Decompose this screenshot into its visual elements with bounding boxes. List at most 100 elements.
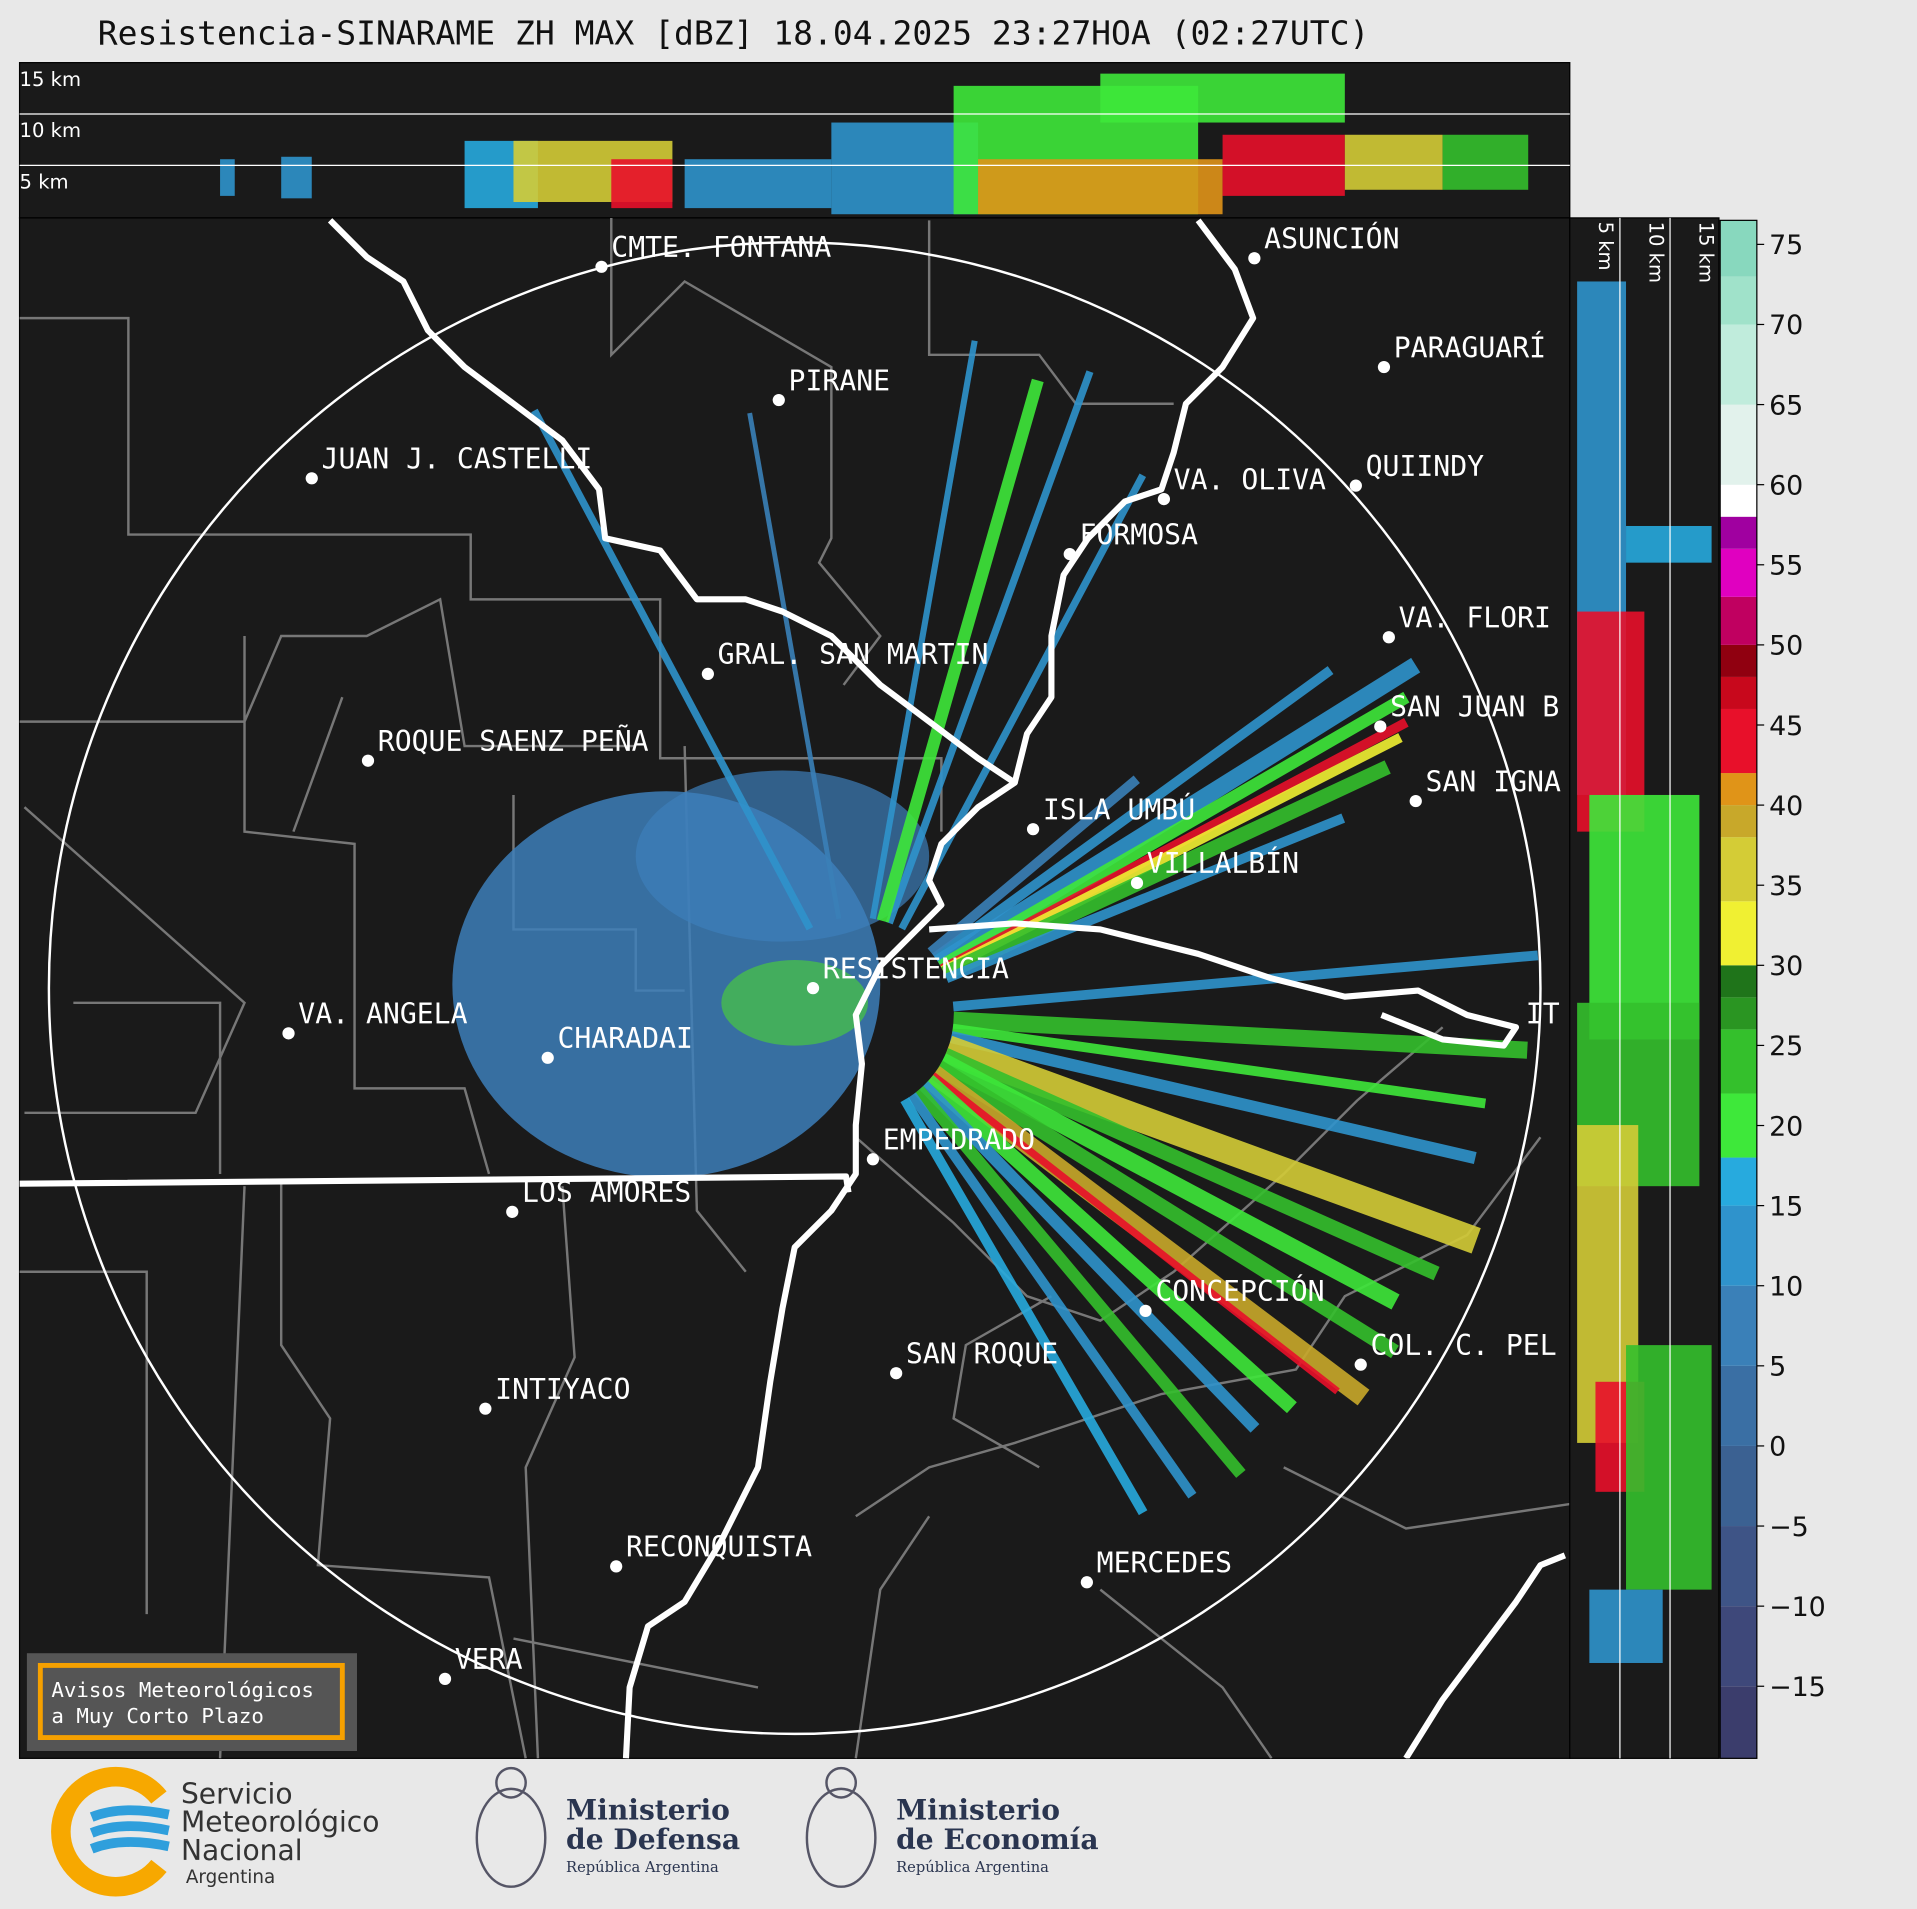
city-dot bbox=[506, 1205, 519, 1218]
colorbar-tick-label: −5 bbox=[1769, 1512, 1809, 1543]
city-label: VERA bbox=[455, 1643, 523, 1676]
city-label: SAN JUAN B bbox=[1390, 691, 1559, 724]
height-label: 10 km bbox=[20, 119, 81, 142]
logo-text: Meteorológico bbox=[181, 1806, 380, 1839]
colorbar-band bbox=[1720, 404, 1757, 485]
colorbar-tick-label: 15 bbox=[1769, 1191, 1803, 1222]
title: Resistencia-SINARAME ZH MAX [dBZ] 18.04.… bbox=[98, 13, 1370, 52]
colorbar-band bbox=[1720, 676, 1757, 709]
city-dot bbox=[1409, 794, 1422, 808]
side-echo bbox=[1626, 1345, 1712, 1590]
height-label: 10 km bbox=[1644, 222, 1667, 283]
smn-logo bbox=[51, 1766, 170, 1897]
colorbar-band bbox=[1720, 596, 1757, 645]
city-label: ISLA UMBÚ bbox=[1043, 792, 1195, 826]
echo-ray bbox=[869, 340, 978, 920]
height-label: 15 km bbox=[1694, 222, 1717, 283]
city-dot bbox=[282, 1027, 295, 1040]
city-label: SAN IGNA bbox=[1426, 765, 1561, 798]
echo-ray bbox=[952, 950, 1539, 1012]
echo-ray bbox=[747, 412, 842, 920]
colorbar-band bbox=[1720, 516, 1757, 549]
colorbar-tick-label: 25 bbox=[1769, 1031, 1803, 1062]
echo-ray bbox=[932, 666, 1334, 962]
colorbar-band bbox=[1720, 276, 1757, 325]
notice-text: Avisos Meteorológicos bbox=[51, 1678, 314, 1702]
height-label: 5 km bbox=[1594, 222, 1617, 271]
echo-ray bbox=[900, 1097, 1148, 1516]
echo-ray bbox=[898, 473, 1147, 931]
colorbar-band bbox=[1720, 484, 1757, 517]
city-label: QUIINDY bbox=[1366, 450, 1485, 483]
city-label: PIRANE bbox=[789, 364, 891, 397]
colorbar-frame bbox=[1719, 219, 1758, 1759]
colorbar-band bbox=[1720, 1365, 1757, 1446]
colorbar-band bbox=[1720, 997, 1757, 1030]
city-label: VA. FLORI bbox=[1399, 601, 1551, 634]
colorbar-band bbox=[1720, 1093, 1757, 1158]
echo-ray bbox=[938, 1053, 1400, 1310]
city-label: INTIYACO bbox=[495, 1373, 630, 1406]
city-label: COL. C. PEL bbox=[1371, 1329, 1557, 1362]
echo-ray bbox=[953, 1011, 1528, 1059]
city-label: VA. OLIVA bbox=[1174, 463, 1326, 496]
colorbar-band bbox=[1720, 1445, 1757, 1527]
echo-ray bbox=[942, 1048, 1440, 1281]
colorbar-band bbox=[1720, 1205, 1757, 1286]
colorbar-band bbox=[1720, 901, 1757, 966]
side-echo bbox=[1626, 525, 1712, 563]
echo-ray bbox=[907, 1092, 1197, 1499]
colorbar-tick-label: 30 bbox=[1769, 951, 1803, 982]
colorbar-band bbox=[1720, 965, 1757, 998]
logo-text: Ministerio bbox=[566, 1793, 730, 1826]
city-label: MERCEDES bbox=[1097, 1547, 1232, 1580]
top-echo bbox=[978, 159, 1223, 215]
city-dot bbox=[1157, 492, 1171, 506]
colorbar-tick-label: 5 bbox=[1769, 1352, 1786, 1383]
emblem bbox=[475, 1766, 877, 1888]
colorbar-band bbox=[1720, 773, 1757, 806]
echo-ray bbox=[944, 813, 1346, 983]
city-label: FORMOSA bbox=[1080, 518, 1199, 551]
city-dot bbox=[479, 1402, 492, 1415]
city-dot bbox=[1139, 1304, 1152, 1317]
city-dot bbox=[438, 1672, 452, 1685]
city-dot bbox=[701, 667, 714, 681]
echo-ray bbox=[934, 657, 1421, 971]
city-dot bbox=[610, 1560, 623, 1573]
echo-area bbox=[635, 770, 930, 942]
echo-ray bbox=[941, 760, 1391, 981]
top-echo bbox=[611, 159, 673, 209]
city-dot bbox=[1374, 720, 1387, 733]
colorbar-band bbox=[1720, 1686, 1757, 1759]
echo-ray bbox=[927, 775, 1140, 956]
logo-text: Argentina bbox=[186, 1867, 275, 1888]
echo-ray bbox=[951, 1023, 1487, 1109]
city-dot bbox=[866, 1153, 880, 1166]
colorbar-tick-label: 75 bbox=[1769, 230, 1803, 261]
city-dot bbox=[1080, 1576, 1093, 1589]
city-label: CONCEPCIÓN bbox=[1155, 1274, 1324, 1308]
colorbar-band bbox=[1720, 324, 1757, 405]
colorbar-tick-label: −10 bbox=[1769, 1592, 1826, 1623]
colorbar-band bbox=[1720, 805, 1757, 838]
logo-text: de Economía bbox=[896, 1823, 1098, 1856]
colorbar-band bbox=[1720, 708, 1757, 774]
colorbar-band bbox=[1720, 1157, 1757, 1206]
city-dot bbox=[1354, 1358, 1367, 1371]
city-dot bbox=[361, 754, 375, 767]
colorbar-tick-label: 0 bbox=[1769, 1432, 1786, 1463]
echo-ray bbox=[876, 378, 1044, 923]
logo-text: Nacional bbox=[181, 1834, 303, 1867]
colorbar-tick-label: 60 bbox=[1769, 470, 1803, 501]
notice-box bbox=[26, 1653, 357, 1752]
side-echoes bbox=[1577, 281, 1712, 1663]
echo-ray bbox=[930, 1072, 1340, 1395]
colorbar-tick-label: 20 bbox=[1769, 1111, 1803, 1142]
city-label: RESISTENCIA bbox=[823, 952, 1009, 985]
echo-rays bbox=[531, 340, 1539, 1516]
rivers bbox=[19, 218, 1567, 1759]
